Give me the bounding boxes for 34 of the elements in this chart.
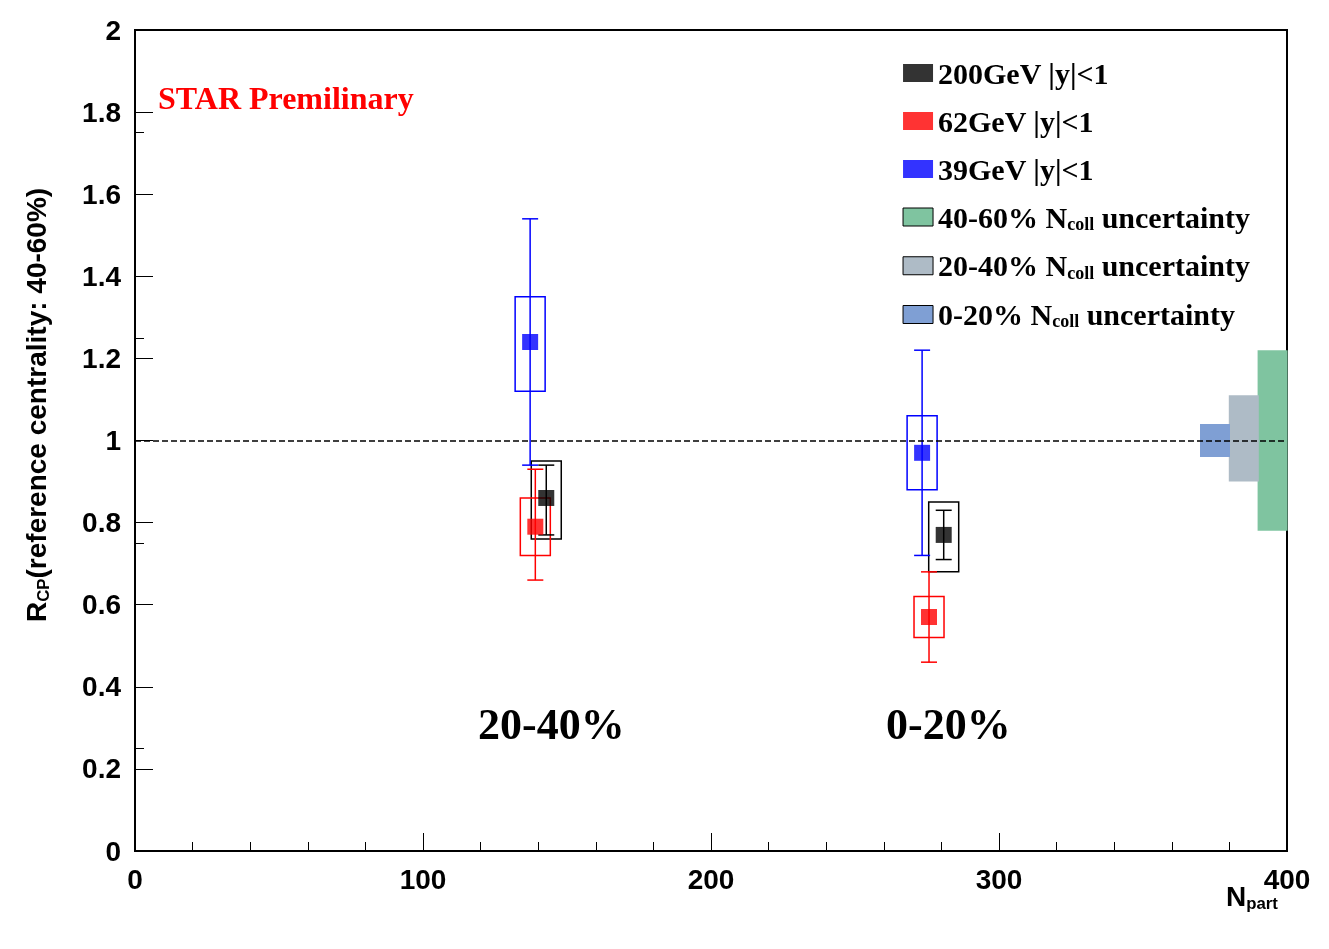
legend-label: 62GeV |y|<1	[938, 104, 1094, 138]
legend-label: 39GeV |y|<1	[938, 152, 1094, 186]
y-tick-label: 1.4	[82, 260, 122, 292]
y-tick-label: 0.4	[82, 671, 122, 703]
x-tick-label: 100	[399, 863, 447, 895]
y-tick-label: 1.2	[82, 342, 121, 374]
bar	[927, 501, 960, 573]
x-tick-label: 0	[127, 863, 143, 895]
bar	[1200, 424, 1230, 457]
legend-label: 200GeV |y|<1	[938, 56, 1109, 90]
y-tick-label: 0.6	[82, 589, 121, 621]
annotation: STAR Premilinary	[158, 80, 414, 116]
bar	[1228, 395, 1259, 482]
point	[935, 526, 952, 543]
annotation: 20-40%	[478, 699, 625, 749]
legend-label: 40-60% Ncoll uncertainty	[938, 200, 1251, 234]
bar	[530, 460, 563, 540]
x-tick-label: 300	[975, 863, 1023, 895]
bar	[1257, 350, 1288, 531]
legend-label: 0-20% Ncoll uncertainty	[938, 298, 1236, 332]
y-tick-label: 1	[105, 425, 121, 456]
x-tick-label: 200	[687, 863, 735, 895]
point	[538, 489, 555, 506]
y-axis-title: RCP(reference centrality: 40-60%)	[21, 187, 53, 622]
y-tick-label: 1.8	[82, 96, 121, 128]
point	[914, 444, 931, 461]
y-tick-label: 0.8	[82, 507, 121, 539]
point	[522, 333, 539, 350]
legend-label: 20-40% Ncoll uncertainty	[938, 249, 1251, 283]
y-tick-label: 0	[105, 835, 121, 867]
y-tick-label: 2	[105, 14, 121, 46]
y-tick-label: 1.6	[82, 178, 121, 210]
y-tick-label: 0.2	[82, 753, 121, 785]
annotation: 0-20%	[886, 699, 1011, 749]
